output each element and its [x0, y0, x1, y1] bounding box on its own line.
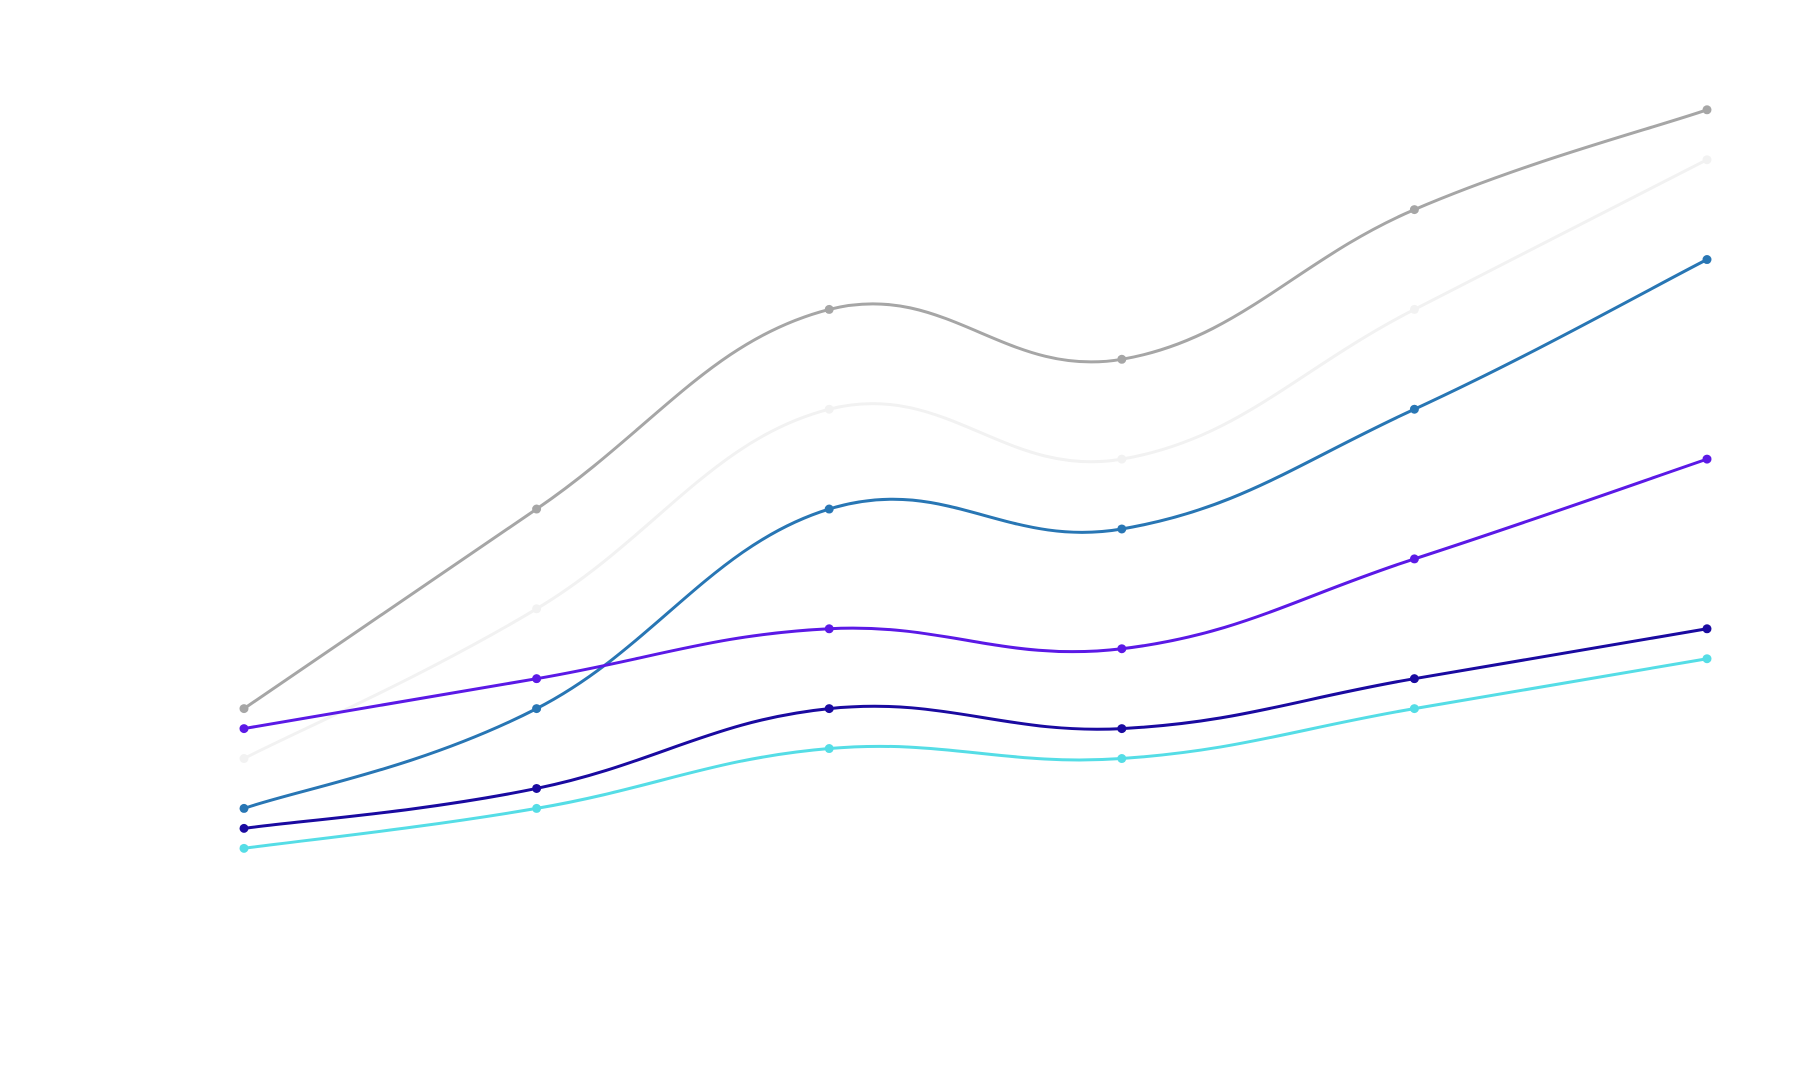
series-lines	[242, 108, 1709, 850]
series-line-5	[242, 627, 1709, 830]
series-6-point-3	[824, 744, 834, 754]
series-line-6	[242, 657, 1709, 850]
series-3-point-6	[1702, 255, 1712, 265]
series-1-point-2	[532, 504, 542, 514]
series-3-point-5	[1409, 404, 1419, 414]
series-2-point-2	[532, 604, 542, 614]
series-5-point-4	[1117, 724, 1127, 734]
series-line-2	[242, 158, 1709, 761]
series-5-point-3	[824, 704, 834, 714]
series-4-point-2	[532, 674, 542, 684]
series-5-point-6	[1702, 624, 1712, 634]
series-4-point-1	[239, 724, 249, 734]
series-line-1	[242, 108, 1709, 711]
series-line-4	[242, 457, 1709, 731]
series-3-point-2	[532, 704, 542, 714]
series-6-point-4	[1117, 754, 1127, 764]
series-5-point-2	[532, 783, 542, 793]
series-1-point-5	[1409, 205, 1419, 215]
series-2-point-6	[1702, 155, 1712, 165]
series-points	[239, 105, 1712, 853]
series-2-point-4	[1117, 454, 1127, 464]
series-1-point-3	[824, 304, 834, 314]
series-1-point-6	[1702, 105, 1712, 115]
series-6-point-6	[1702, 654, 1712, 664]
series-5-point-1	[239, 823, 249, 833]
series-1-point-4	[1117, 354, 1127, 364]
series-2-point-1	[239, 754, 249, 764]
series-5-point-5	[1409, 674, 1419, 684]
series-2-point-3	[824, 404, 834, 414]
series-6-point-2	[532, 803, 542, 813]
series-1-point-1	[239, 704, 249, 714]
series-4-point-4	[1117, 644, 1127, 654]
series-2-point-5	[1409, 304, 1419, 314]
series-4-point-3	[824, 624, 834, 634]
series-3-point-1	[239, 803, 249, 813]
series-6-point-5	[1409, 704, 1419, 714]
series-4-point-6	[1702, 454, 1712, 464]
series-3-point-3	[824, 504, 834, 514]
series-6-point-1	[239, 843, 249, 853]
series-3-point-4	[1117, 524, 1127, 534]
series-4-point-5	[1409, 554, 1419, 564]
series-line-3	[242, 258, 1709, 810]
